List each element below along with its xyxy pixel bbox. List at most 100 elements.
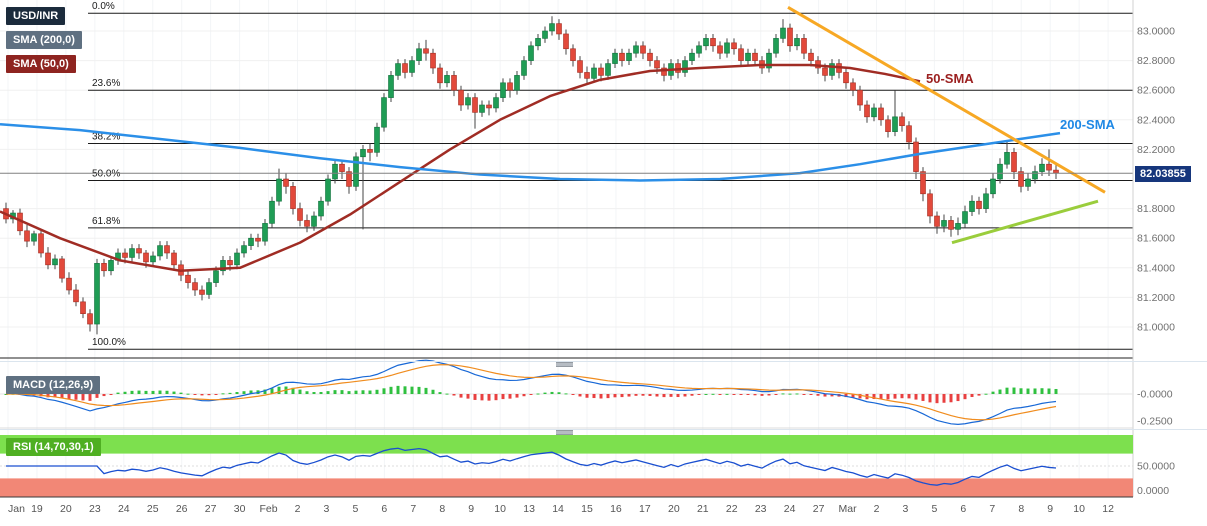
macd-histogram-bar	[935, 394, 939, 404]
panel-divider-rsi[interactable]	[0, 429, 1207, 436]
macd-histogram-bar	[543, 392, 547, 394]
candle-body	[542, 30, 548, 39]
candle-body	[276, 178, 282, 202]
candle-body	[850, 82, 856, 91]
candle-body	[1025, 178, 1031, 187]
date-label: 27	[205, 503, 217, 515]
macd-histogram-bar	[704, 393, 708, 395]
sma200-legend-badge[interactable]: SMA (200,0)	[6, 31, 82, 49]
macd-histogram-bar	[235, 392, 239, 394]
macd-histogram-bar	[151, 390, 155, 394]
candle-body	[388, 75, 394, 98]
macd-histogram-bar	[445, 393, 449, 395]
date-label: 2	[295, 503, 301, 515]
candle-body	[332, 163, 338, 180]
macd-histogram-bar	[1054, 388, 1058, 394]
candle-body	[1053, 169, 1059, 174]
macd-histogram-bar	[851, 394, 855, 398]
macd-histogram-bar	[438, 392, 442, 394]
rsi-legend-badge[interactable]: RSI (14,70,30,1)	[6, 438, 101, 456]
candle-body	[437, 67, 443, 84]
macd-histogram-bar	[417, 386, 421, 394]
candle-body	[598, 67, 604, 76]
macd-histogram-bar	[914, 394, 918, 400]
macd-histogram-bar	[207, 394, 211, 396]
macd-histogram-bar	[564, 393, 568, 395]
candle-body	[66, 277, 72, 291]
macd-histogram-bar	[991, 391, 995, 394]
candle-body	[556, 23, 562, 35]
candle-body	[927, 193, 933, 217]
candle-body	[626, 52, 632, 61]
candle-body	[500, 82, 506, 98]
candle-body	[990, 178, 996, 195]
macd-line	[5, 359, 1057, 425]
candle-body	[24, 230, 30, 242]
macd-histogram-bar	[480, 394, 484, 401]
macd-histogram-bar	[466, 394, 470, 399]
date-label: 8	[439, 503, 445, 515]
macd-histogram-bar	[760, 394, 764, 396]
candle-body	[731, 42, 737, 50]
macd-histogram-bar	[753, 394, 757, 396]
macd-histogram-bar	[81, 394, 85, 401]
candle-body	[906, 125, 912, 143]
candle-body	[206, 282, 212, 295]
macd-histogram-bar	[536, 393, 540, 395]
candle-body	[717, 45, 723, 54]
macd-histogram-bar	[725, 393, 729, 395]
macd-histogram-bar	[228, 392, 232, 394]
candle-body	[941, 220, 947, 227]
date-label: 23	[89, 503, 101, 515]
macd-legend-badge[interactable]: MACD (12,26,9)	[6, 376, 101, 394]
date-label: 24	[784, 503, 796, 515]
downtrend-line[interactable]	[787, 6, 1106, 194]
macd-histogram-bar	[788, 393, 792, 395]
candle-body	[199, 289, 205, 295]
price-tick-label: 82.8000	[1137, 55, 1175, 67]
macd-histogram-bar	[592, 394, 596, 399]
macd-histogram-bar	[396, 385, 400, 394]
price-tick-label: 82.2000	[1137, 144, 1175, 156]
date-label: 5	[352, 503, 358, 515]
sma50-legend-badge[interactable]: SMA (50,0)	[6, 55, 76, 73]
date-label: Jan	[8, 503, 25, 515]
macd-tick-label: -0.2500	[1137, 416, 1173, 428]
macd-histogram-bar	[781, 393, 785, 395]
candle-body	[997, 163, 1003, 180]
date-label: 22	[726, 503, 738, 515]
uptrend-line[interactable]	[951, 199, 1099, 245]
date-label: 7	[410, 503, 416, 515]
candle-body	[983, 193, 989, 209]
date-label: 6	[381, 503, 387, 515]
macd-histogram-bar	[1019, 388, 1023, 394]
resize-grip-icon[interactable]	[556, 430, 573, 435]
candle-body	[486, 104, 492, 109]
candle-body	[416, 48, 422, 61]
candle-body	[80, 301, 86, 314]
macd-tick-label: -0.0000	[1137, 389, 1173, 401]
candle-body	[325, 178, 331, 202]
macd-histogram-bar	[830, 394, 834, 397]
macd-histogram-bar	[823, 394, 827, 397]
macd-histogram-bar	[928, 394, 932, 403]
candle-body	[430, 52, 436, 69]
macd-histogram-bar	[578, 394, 582, 397]
resize-grip-icon[interactable]	[556, 362, 573, 367]
macd-histogram-bar	[599, 394, 603, 399]
candle-body	[52, 258, 58, 266]
macd-histogram-bar	[193, 394, 197, 395]
candle-body	[647, 52, 653, 61]
panel-divider-macd[interactable]	[0, 361, 1207, 368]
date-label: 9	[468, 503, 474, 515]
macd-histogram-bar	[585, 394, 589, 398]
candle-body	[584, 72, 590, 79]
macd-histogram-bar	[697, 394, 701, 395]
macd-histogram-bar	[669, 394, 673, 397]
fib-level-label: 50.0%	[92, 168, 120, 179]
price-tick-label: 82.4000	[1137, 114, 1175, 126]
candle-body	[969, 200, 975, 212]
macd-histogram-bar	[172, 391, 176, 394]
macd-histogram-bar	[67, 394, 71, 400]
